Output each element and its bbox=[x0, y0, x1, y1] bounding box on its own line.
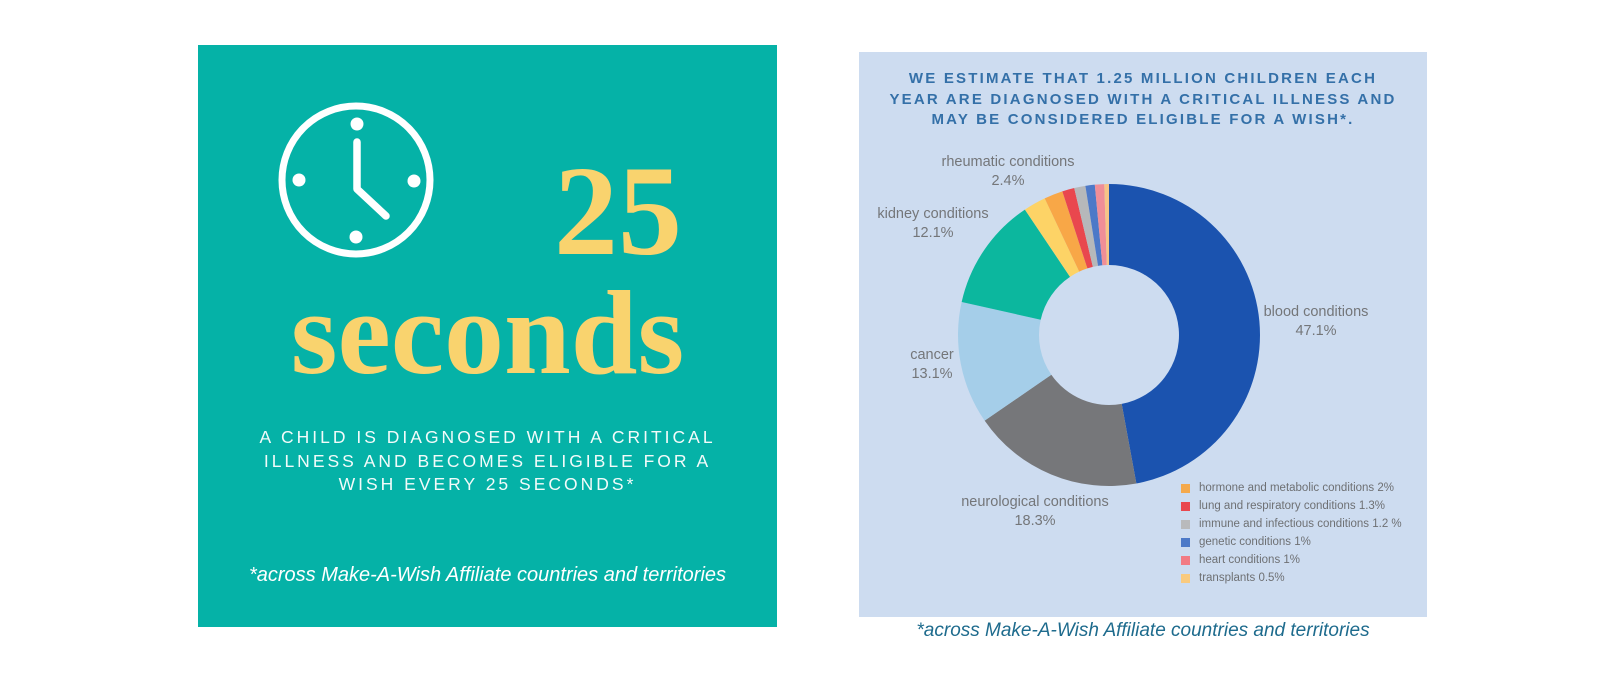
pie-slice-transplants bbox=[1104, 183, 1109, 266]
slice-label-cancer: cancer 13.1% bbox=[910, 347, 954, 382]
legend-swatch bbox=[1181, 520, 1190, 529]
pie-slice-hormone-and-metabolic-conditions bbox=[1044, 191, 1088, 272]
chart-title: WE ESTIMATE THAT 1.25 MILLION CHILDREN E… bbox=[889, 70, 1397, 128]
slice-label-rheumatic-conditions: rheumatic conditions 2.4% bbox=[941, 154, 1075, 189]
pie-slice-immune-and-infectious-conditions bbox=[1074, 185, 1099, 267]
legend-label: genetic conditions 1% bbox=[1199, 536, 1311, 548]
right-infographic-panel: WE ESTIMATE THAT 1.25 MILLION CHILDREN E… bbox=[859, 52, 1427, 617]
pie-slice-lung-and-respiratory-conditions bbox=[1062, 188, 1093, 269]
slice-label-kidney-conditions: kidney conditions 12.1% bbox=[877, 206, 989, 241]
legend-item: hormone and metabolic conditions 2% bbox=[1181, 482, 1402, 495]
pie-slice-blood-conditions bbox=[1109, 184, 1260, 484]
legend-item: heart conditions 1% bbox=[1181, 554, 1402, 567]
legend-item: immune and infectious conditions 1.2 % bbox=[1181, 518, 1402, 531]
headline-number: 25 bbox=[554, 140, 682, 282]
legend-label: hormone and metabolic conditions 2% bbox=[1199, 482, 1394, 494]
pie-slice-kidney-conditions bbox=[961, 209, 1071, 320]
pie-slice-heart-conditions bbox=[1094, 184, 1107, 266]
left-infographic-panel: 25 seconds A CHILD IS DIAGNOSED WITH A C… bbox=[198, 45, 777, 627]
slice-label-blood-conditions: blood conditions 47.1% bbox=[1263, 304, 1369, 339]
legend-label: transplants 0.5% bbox=[1199, 572, 1285, 584]
legend-item: transplants 0.5% bbox=[1181, 572, 1402, 585]
legend-item: lung and respiratory conditions 1.3% bbox=[1181, 500, 1402, 513]
clock-icon bbox=[278, 102, 434, 258]
left-footnote: *across Make-A-Wish Affiliate countries … bbox=[248, 564, 727, 586]
legend-label: lung and respiratory conditions 1.3% bbox=[1199, 500, 1386, 512]
chart-legend: hormone and metabolic conditions 2% lung… bbox=[1181, 482, 1402, 590]
pie-slice-rheumatic-conditions bbox=[1024, 198, 1080, 277]
right-footnote: *across Make-A-Wish Affiliate countries … bbox=[916, 620, 1370, 641]
headline-word: seconds bbox=[290, 266, 685, 399]
pie-slice-cancer bbox=[958, 302, 1052, 421]
pie-slice-neurological-conditions bbox=[984, 374, 1137, 486]
left-body-text: A CHILD IS DIAGNOSED WITH A CRITICAL ILL… bbox=[259, 427, 716, 494]
legend-swatch bbox=[1181, 484, 1190, 493]
legend-label: immune and infectious conditions 1.2 % bbox=[1199, 518, 1402, 530]
legend-swatch bbox=[1181, 574, 1190, 583]
legend-item: genetic conditions 1% bbox=[1181, 536, 1402, 549]
legend-swatch bbox=[1181, 556, 1190, 565]
donut-chart bbox=[958, 183, 1260, 486]
legend-swatch bbox=[1181, 538, 1190, 547]
legend-swatch bbox=[1181, 502, 1190, 511]
slice-label-neurological-conditions: neurological conditions 18.3% bbox=[961, 494, 1109, 529]
legend-label: heart conditions 1% bbox=[1199, 554, 1301, 566]
pie-slice-genetic-conditions bbox=[1085, 184, 1103, 266]
